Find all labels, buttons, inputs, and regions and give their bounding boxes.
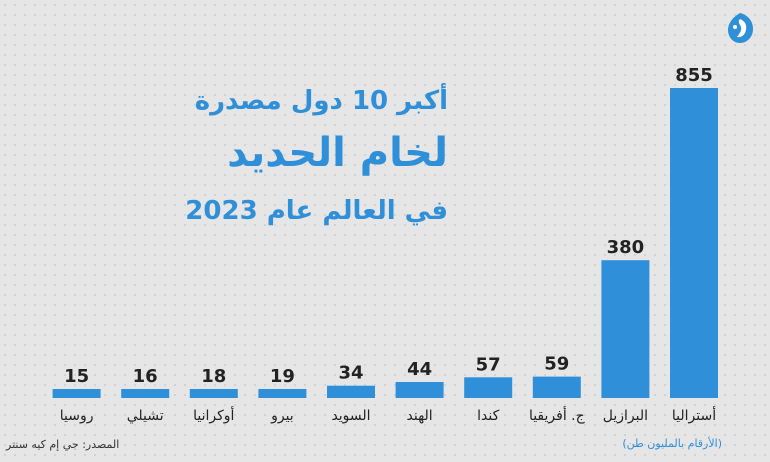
bar — [670, 88, 718, 398]
title-line-2: لخام الحديد — [227, 130, 448, 176]
bar — [189, 389, 238, 398]
bar — [327, 385, 375, 398]
bar — [121, 389, 170, 398]
category-label: بيرو — [270, 408, 294, 424]
title-line-3: في العالم عام 2023 — [185, 196, 448, 226]
category-label: البرازيل — [603, 408, 648, 424]
title-line-1: أكبر 10 دول مصدرة — [194, 86, 448, 116]
category-label: أستراليا — [672, 406, 716, 424]
category-label: روسيا — [60, 408, 94, 424]
category-label: تشيلي — [127, 408, 164, 424]
value-label: 44 — [407, 359, 432, 380]
bar — [52, 389, 101, 398]
bar — [601, 260, 650, 398]
bar — [532, 376, 581, 398]
category-label: كندا — [477, 408, 499, 424]
value-label: 19 — [270, 366, 295, 387]
bar — [464, 377, 513, 398]
value-label: 59 — [544, 354, 569, 375]
category-label: ج. أفريقيا — [529, 406, 586, 424]
value-label: 855 — [675, 65, 713, 86]
category-label: الهند — [407, 408, 433, 424]
source-note: المصدر: جي إم كيه سنتر — [6, 438, 120, 451]
value-label: 15 — [64, 366, 89, 387]
al-jazeera-logo-icon — [722, 10, 758, 46]
unit-note: (الأرقام بالمليون طن) — [622, 437, 722, 450]
category-label: السويد — [331, 408, 370, 424]
value-label: 380 — [607, 237, 645, 258]
value-label: 34 — [338, 363, 363, 384]
bar — [258, 389, 307, 398]
value-label: 18 — [201, 366, 226, 387]
bar — [395, 382, 444, 398]
category-label: أوكرانيا — [193, 406, 234, 424]
value-label: 57 — [476, 354, 501, 375]
value-label: 16 — [133, 366, 158, 387]
